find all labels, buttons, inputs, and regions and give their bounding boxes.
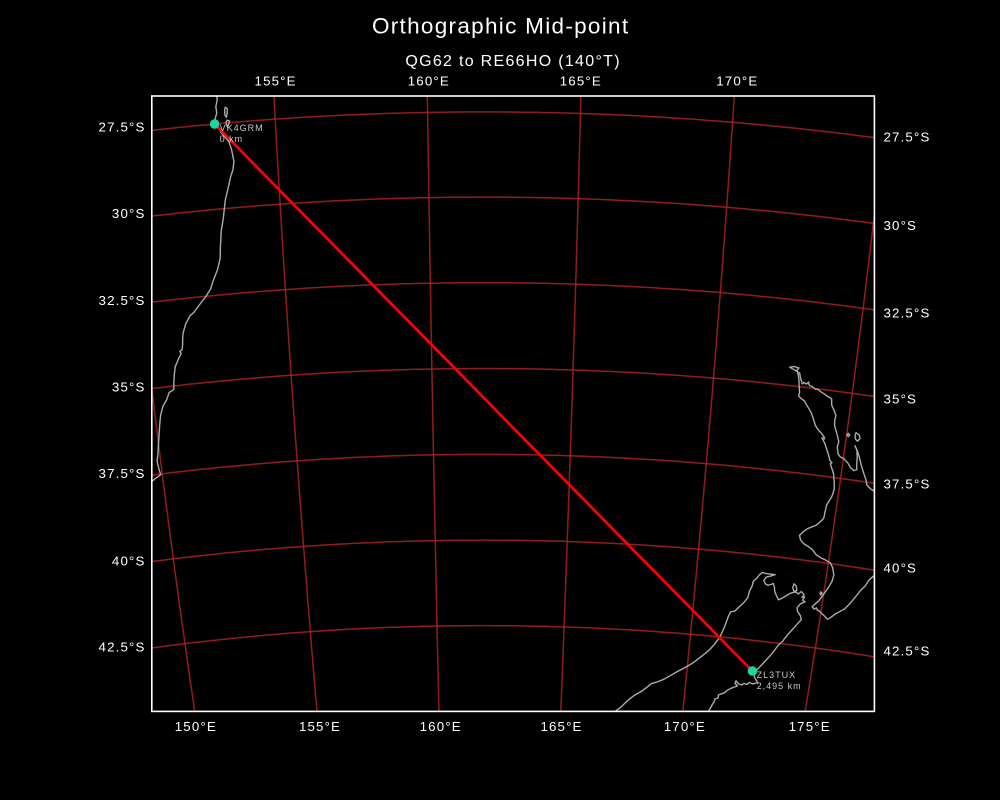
svg-text:35°S: 35°S [884, 391, 918, 406]
svg-text:QG62 to RE66HO (140°T): QG62 to RE66HO (140°T) [405, 53, 621, 70]
svg-text:35°S: 35°S [112, 380, 146, 395]
svg-text:40°S: 40°S [112, 554, 146, 569]
svg-text:32.5°S: 32.5°S [99, 293, 146, 308]
svg-text:175°E: 175°E [789, 719, 831, 734]
svg-text:165°E: 165°E [540, 719, 582, 734]
svg-text:30°S: 30°S [112, 206, 146, 221]
svg-text:155°E: 155°E [299, 719, 341, 734]
svg-text:ZL3TUX: ZL3TUX [757, 670, 797, 680]
svg-text:155°E: 155°E [255, 74, 297, 89]
svg-text:160°E: 160°E [408, 74, 450, 89]
svg-text:40°S: 40°S [884, 561, 918, 576]
svg-text:VK4GRM: VK4GRM [220, 123, 264, 133]
svg-text:170°E: 170°E [664, 719, 706, 734]
svg-text:0 km: 0 km [220, 134, 244, 144]
svg-text:37.5°S: 37.5°S [884, 477, 931, 492]
svg-text:160°E: 160°E [420, 719, 462, 734]
svg-text:32.5°S: 32.5°S [884, 305, 931, 320]
svg-text:27.5°S: 27.5°S [99, 120, 146, 135]
svg-text:170°E: 170°E [716, 74, 758, 89]
svg-text:150°E: 150°E [175, 719, 217, 734]
svg-text:2,495 km: 2,495 km [757, 681, 802, 691]
svg-text:27.5°S: 27.5°S [884, 130, 931, 145]
svg-text:42.5°S: 42.5°S [99, 640, 146, 655]
svg-text:30°S: 30°S [884, 218, 918, 233]
svg-text:Orthographic Mid-point: Orthographic Mid-point [372, 14, 629, 39]
svg-text:42.5°S: 42.5°S [884, 643, 931, 658]
svg-text:165°E: 165°E [560, 74, 602, 89]
svg-text:37.5°S: 37.5°S [99, 466, 146, 481]
